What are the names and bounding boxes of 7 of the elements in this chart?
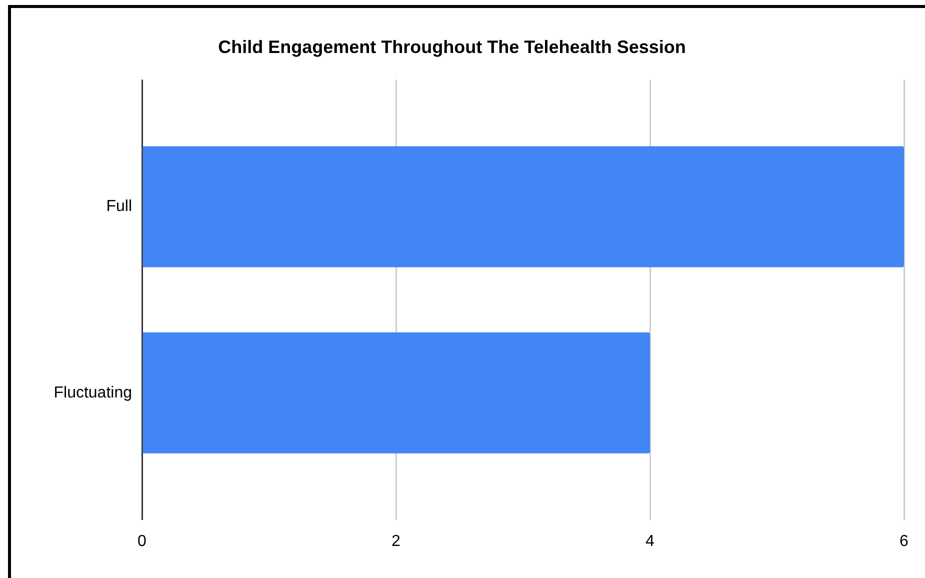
y-tick-label: Fluctuating bbox=[54, 384, 132, 402]
x-tick-label: 2 bbox=[392, 533, 401, 550]
y-tick-label: Full bbox=[106, 198, 132, 216]
chart-title: Child Engagement Throughout The Telehealth Session bbox=[218, 36, 686, 57]
x-tick-label: 0 bbox=[138, 533, 147, 550]
x-tick-label: 4 bbox=[646, 533, 655, 550]
x-tick-label: 6 bbox=[900, 533, 909, 550]
